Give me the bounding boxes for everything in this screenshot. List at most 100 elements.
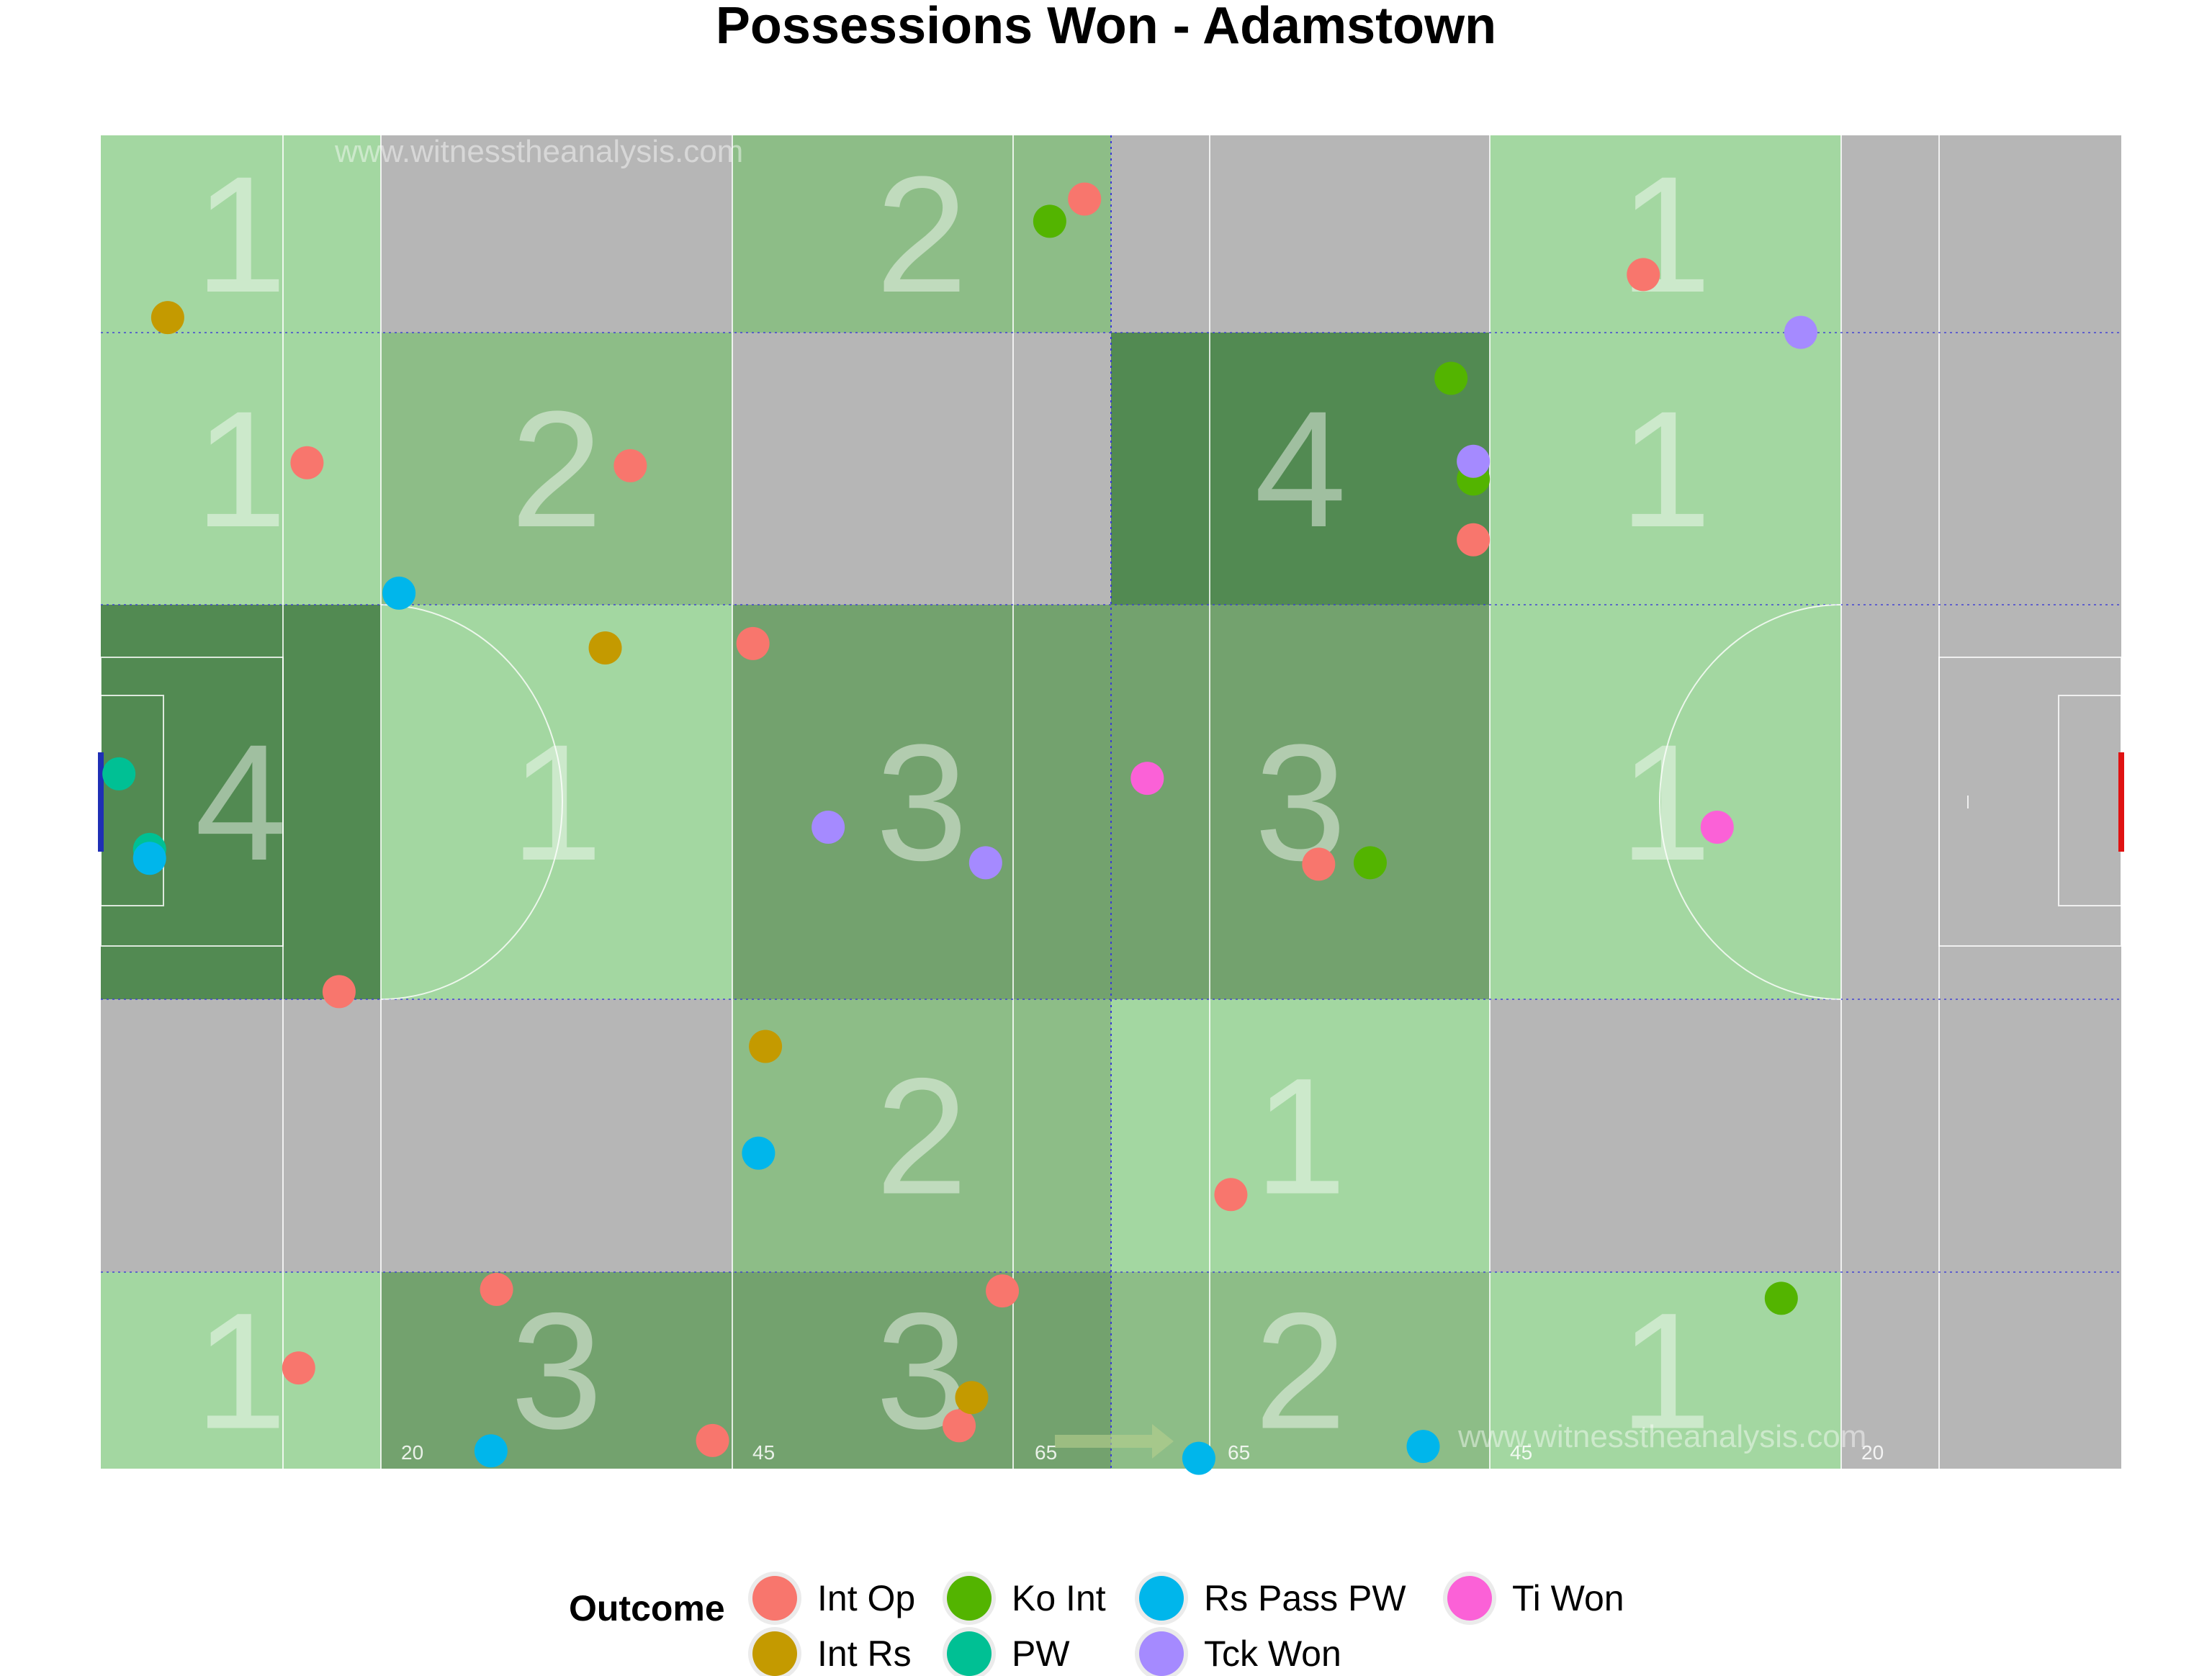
- point-int-op: [290, 446, 324, 479]
- point-int-op: [696, 1423, 729, 1457]
- zone-col4-row1: [1111, 135, 1490, 333]
- legend: [0, 1548, 2212, 1659]
- watermark-bottom: www.witnesstheanalysis.com: [1457, 1419, 1866, 1454]
- zone-count-col4-row4: 1: [1254, 1044, 1346, 1229]
- zone-count-col1-row2: 1: [195, 377, 287, 562]
- point-ko-int: [1764, 1281, 1798, 1315]
- point-int-op: [613, 449, 647, 482]
- zone-count-col2-row5: 3: [511, 1279, 603, 1464]
- direction-arrow-icon: [1055, 1424, 1174, 1459]
- zone-count-col4-row5: 2: [1254, 1279, 1346, 1464]
- zone-col2-row5: [381, 1272, 732, 1469]
- legend-item: PW: [947, 1631, 1070, 1676]
- zone-count-col5-row1: 1: [1619, 142, 1712, 327]
- point-int-op: [736, 626, 770, 660]
- point-tck-won: [968, 846, 1002, 880]
- distance-label: 20: [401, 1441, 423, 1464]
- legend-swatch: [947, 1631, 992, 1676]
- legend-title: Outcome: [569, 1588, 725, 1628]
- zone-count-col1-row3: 4: [195, 710, 287, 895]
- legend-label: Int Op: [817, 1578, 916, 1618]
- zone-count-col1-row1: 1: [195, 142, 287, 327]
- point-ko-int: [1434, 361, 1468, 395]
- point-int-rs: [749, 1030, 783, 1063]
- distance-label: 45: [1510, 1441, 1532, 1464]
- zone-col6-row2: [1841, 333, 2121, 605]
- zone-col2-row1: [381, 135, 732, 333]
- zone-count-col4-row2: 4: [1254, 377, 1346, 562]
- data-points: [102, 182, 1817, 1475]
- point-int-op: [1457, 523, 1491, 557]
- zone-count-col2-row2: 2: [511, 377, 603, 562]
- point-pw: [102, 757, 136, 790]
- right-goal: [2118, 752, 2124, 852]
- distance-label: 45: [752, 1441, 775, 1464]
- zone-col3-row2: [732, 333, 1111, 605]
- zone-col5-row1: [1490, 135, 1841, 333]
- chart-title: Possessions Won - Adamstown: [715, 0, 1497, 55]
- point-int-op: [1627, 258, 1660, 292]
- zone-grid: [101, 135, 2121, 1469]
- point-ti-won: [1700, 810, 1734, 844]
- point-int-op: [943, 1409, 976, 1443]
- zone-col1-row4: [101, 999, 381, 1272]
- point-int-op: [986, 1274, 1020, 1308]
- zone-count-col5-row3: 1: [1619, 710, 1712, 895]
- zone-col3-row4: [732, 999, 1111, 1272]
- point-rs-pass-pw: [132, 842, 166, 875]
- legend-swatch: [1139, 1631, 1184, 1676]
- zone-count-col3-row3: 3: [876, 710, 968, 895]
- zone-col2-row3: [381, 605, 732, 999]
- zone-col5-row4: [1490, 999, 1841, 1272]
- legend-item: Tck Won: [1139, 1631, 1341, 1676]
- point-int-rs: [955, 1381, 989, 1415]
- zone-col1-row2: [101, 333, 381, 605]
- point-ko-int: [1033, 204, 1066, 238]
- zone-count-col2-row3: 1: [511, 710, 603, 895]
- point-tck-won: [1784, 315, 1817, 349]
- zone-col4-row4: [1111, 999, 1490, 1272]
- legend-swatch: [752, 1576, 797, 1621]
- legend-item: Int Op: [752, 1576, 916, 1621]
- zone-col2-row2: [381, 333, 732, 605]
- left-arc: [380, 604, 563, 1000]
- zone-col1-row1: [101, 135, 381, 333]
- legend-item: Ko Int: [947, 1576, 1106, 1621]
- zone-count-col3-row4: 2: [876, 1044, 968, 1229]
- zone-count-labels: 1 2 11 2 4 14 1 3 3 12 11 3 3 2 1: [195, 142, 1712, 1464]
- zone-col5-row3: [1490, 605, 1841, 999]
- point-tck-won: [1457, 444, 1491, 478]
- right-arc: [1659, 604, 1842, 1000]
- pitch-lines: [98, 135, 2124, 1469]
- point-int-op: [480, 1273, 513, 1307]
- legend-swatch: [1447, 1576, 1492, 1621]
- zone-count-col5-row5: 1: [1619, 1279, 1712, 1464]
- zone-col3-row3: [732, 605, 1111, 999]
- legend-label: Ti Won: [1512, 1578, 1624, 1618]
- zone-col1-row3: [101, 605, 381, 999]
- legend-item: Ti Won: [1447, 1576, 1624, 1621]
- point-int-rs: [150, 301, 184, 335]
- point-int-op: [1214, 1178, 1248, 1212]
- zone-col6-row5: [1841, 1272, 2121, 1469]
- legend-swatch: [1139, 1576, 1184, 1621]
- point-int-op: [282, 1351, 315, 1385]
- point-int-op: [322, 975, 356, 1009]
- zone-col4-row3: [1111, 605, 1490, 999]
- zone-col2-row4: [381, 999, 732, 1272]
- legend-label: Tck Won: [1204, 1634, 1341, 1674]
- pitch-annotations: 20 45 65 65 45 20www.witnesstheanalysis.comww…: [334, 134, 1884, 1464]
- legend-label: PW: [1012, 1634, 1070, 1674]
- point-ko-int: [1353, 846, 1387, 880]
- zone-col1-row5: [101, 1272, 381, 1469]
- legend-item: Int Rs: [752, 1631, 912, 1676]
- point-rs-pass-pw: [382, 576, 416, 610]
- legend-label: Rs Pass PW: [1204, 1578, 1406, 1618]
- zone-count-col3-row1: 2: [876, 142, 968, 327]
- zone-col4-row2: [1111, 333, 1490, 605]
- distance-label: 65: [1228, 1441, 1250, 1464]
- point-int-rs: [588, 631, 622, 664]
- point-rs-pass-pw: [1182, 1441, 1215, 1475]
- legend-label: Ko Int: [1012, 1578, 1106, 1618]
- point-int-op: [1302, 847, 1336, 881]
